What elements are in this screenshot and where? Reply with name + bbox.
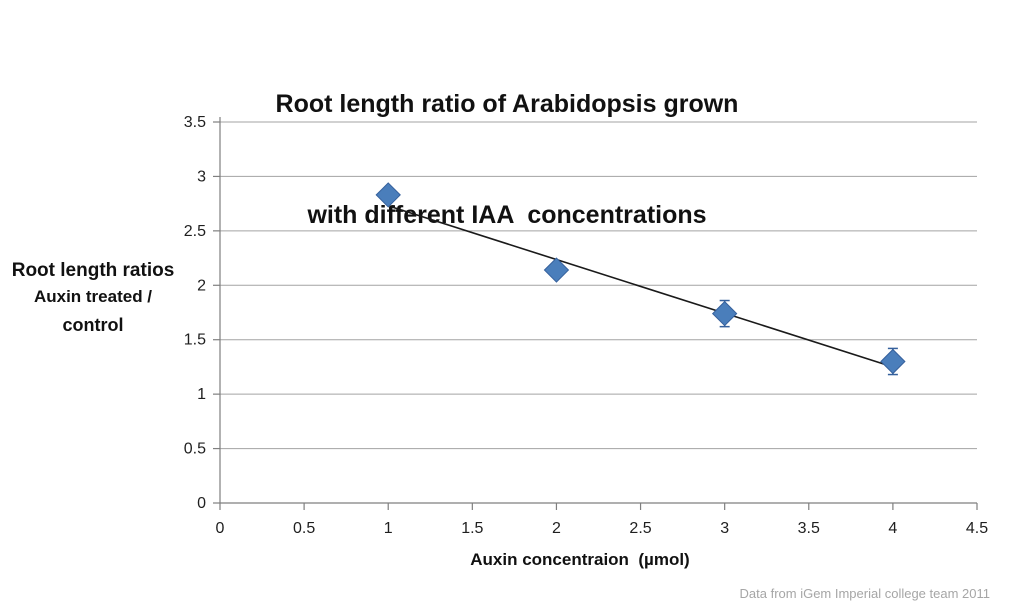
- x-tick-label: 0: [216, 520, 225, 537]
- y-tick-label: 0: [197, 495, 206, 512]
- y-axis-label-line-3: control: [62, 315, 124, 335]
- x-tick-label: 0.5: [293, 520, 315, 537]
- data-point-marker: [375, 182, 401, 208]
- data-point-marker: [880, 348, 906, 375]
- y-axis-label-line-1: Root length ratios: [11, 260, 175, 281]
- y-axis-label: Root length ratios Auxin treated / contr…: [2, 258, 184, 340]
- y-tick-label: 2: [197, 277, 206, 294]
- data-source-credit: Data from iGem Imperial college team 201…: [739, 586, 990, 601]
- x-tick-label: 1: [384, 520, 393, 537]
- data-point-marker: [711, 300, 738, 327]
- y-tick-label: 3: [197, 168, 206, 185]
- y-axis-label-line-2: Auxin treated /: [33, 287, 153, 306]
- y-tick-label: 1: [197, 386, 206, 403]
- trendline: [391, 206, 890, 367]
- y-tick-label: 3.5: [184, 114, 206, 131]
- chart-title: Root length ratio of Arabidopsis grown w…: [0, 12, 1014, 308]
- x-tick-label: 2.5: [629, 520, 651, 537]
- y-tick-label: 2.5: [184, 223, 206, 240]
- x-tick-label: 4: [888, 520, 897, 537]
- x-axis-label: Auxin concentraion (µmol): [470, 550, 690, 569]
- data-point-marker: [543, 257, 570, 283]
- x-tick-label: 1.5: [461, 520, 483, 537]
- x-tick-label: 2: [552, 520, 561, 537]
- chart-title-line-1: Root length ratio of Arabidopsis grown: [275, 90, 739, 118]
- x-tick-label: 3.5: [798, 520, 820, 537]
- x-tick-label: 4.5: [966, 520, 988, 537]
- x-tick-label: 3: [720, 520, 729, 537]
- chart-title-line-2: with different IAA concentrations: [307, 201, 707, 229]
- y-tick-label: 1.5: [184, 332, 206, 349]
- y-tick-label: 0.5: [184, 441, 206, 458]
